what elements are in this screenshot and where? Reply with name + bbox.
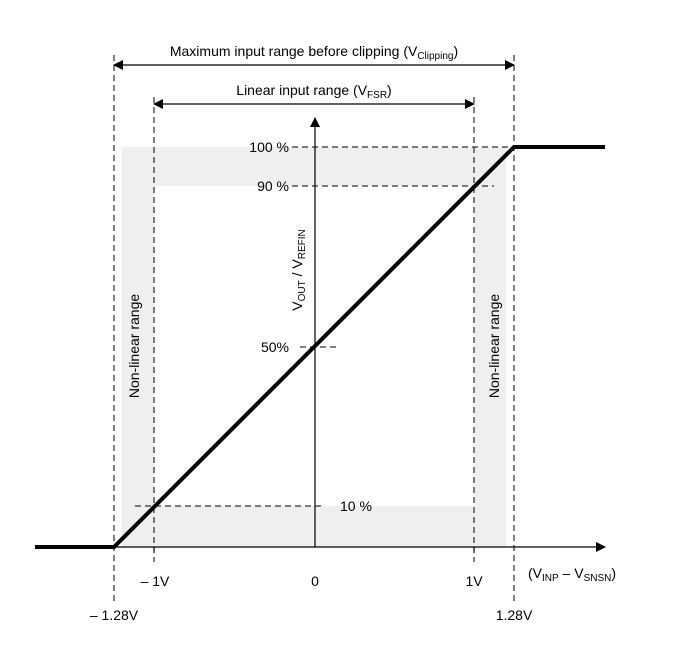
x-tick-label: 0: [311, 573, 319, 589]
clipping-label: Maximum input range before clipping (VCl…: [170, 43, 458, 62]
level-label: 10 %: [340, 498, 372, 514]
level-label: 90 %: [257, 178, 289, 194]
level-label: 100 %: [249, 139, 289, 155]
nonlinear-label: Non-linear range: [126, 294, 142, 398]
x-tick-label: – 1V: [141, 573, 170, 589]
x-limit-label: – 1.28V: [90, 607, 139, 623]
fsr-label: Linear input range (VFSR): [236, 82, 391, 101]
x-limit-label: 1.28V: [496, 607, 533, 623]
y-axis-label: VOUT / VREFIN: [289, 229, 308, 310]
x-axis-label: (VINP – VSNSN): [528, 565, 616, 584]
level-label: 50%: [261, 339, 289, 355]
x-tick-label: 1V: [465, 573, 483, 589]
nonlinear-label: Non-linear range: [486, 294, 502, 398]
transfer-line: [35, 145, 605, 549]
